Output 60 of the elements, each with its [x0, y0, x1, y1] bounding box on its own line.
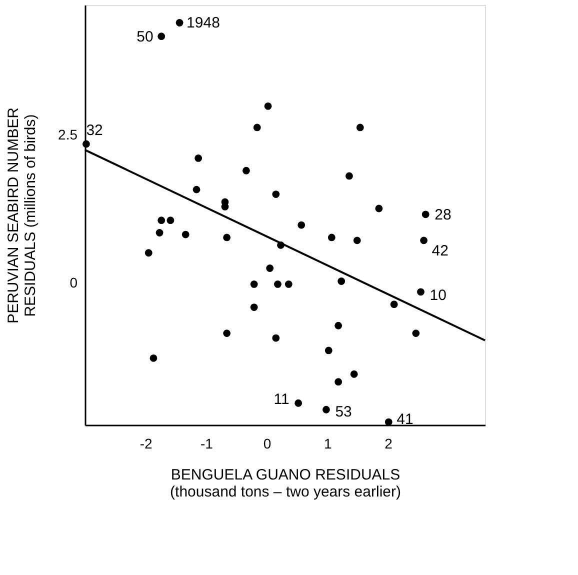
x-tick-label: 1: [324, 436, 332, 452]
point: [253, 124, 261, 132]
point: [158, 32, 166, 40]
point: [223, 330, 231, 338]
point: [356, 124, 364, 132]
point: [375, 204, 383, 212]
point: [422, 210, 430, 218]
point: [192, 186, 200, 194]
annotation: 11: [274, 391, 290, 408]
annotation: 41: [396, 411, 414, 428]
annotation: 42: [432, 242, 448, 260]
point: [264, 102, 272, 110]
annotation: 1948: [186, 14, 220, 32]
point: [328, 234, 336, 242]
point: [266, 264, 274, 272]
point: [272, 190, 280, 198]
point: [194, 154, 202, 162]
point: [158, 216, 166, 224]
point: [390, 300, 398, 308]
point: [182, 230, 190, 238]
point: [322, 406, 330, 414]
point: [334, 378, 342, 386]
point: [412, 330, 420, 338]
point: [82, 140, 90, 148]
point: [420, 236, 428, 244]
point: [223, 234, 231, 242]
point: [166, 216, 174, 224]
point: [346, 172, 353, 180]
y-tick-label: 2.5: [58, 126, 78, 143]
x-tick-label: 2: [384, 436, 393, 452]
point: [150, 354, 158, 362]
x-tick-label: -2: [140, 436, 153, 452]
point: [144, 249, 152, 257]
point: [353, 236, 361, 244]
y-axis-title: PERUVIAN SEABIRD NUMBER RESIDUALS (millions of birds): [5, 107, 40, 324]
point: [176, 19, 184, 26]
x-axis-title: BENGUELA GUANO RESIDUALS (thousand tons – two years earlier): [170, 466, 401, 500]
annotation: 53: [335, 404, 352, 421]
point: [284, 280, 292, 288]
annotation: 32: [86, 122, 103, 140]
point: [334, 322, 342, 330]
annotation: 10: [430, 286, 446, 304]
point: [156, 229, 164, 236]
point: [417, 288, 424, 296]
x-tick-label: -1: [200, 436, 214, 452]
point: [298, 221, 306, 229]
point: [384, 418, 392, 426]
point: [242, 166, 250, 174]
point: [350, 370, 358, 378]
point: [324, 346, 332, 354]
point: [250, 304, 258, 311]
point: [274, 280, 282, 288]
x-tick-label: 0: [263, 436, 272, 452]
point: [250, 280, 258, 288]
point: [221, 203, 229, 210]
point: [294, 399, 302, 407]
point: [272, 334, 280, 342]
annotation: 28: [434, 206, 452, 224]
point: [338, 278, 346, 285]
annotation: 50: [136, 28, 154, 46]
